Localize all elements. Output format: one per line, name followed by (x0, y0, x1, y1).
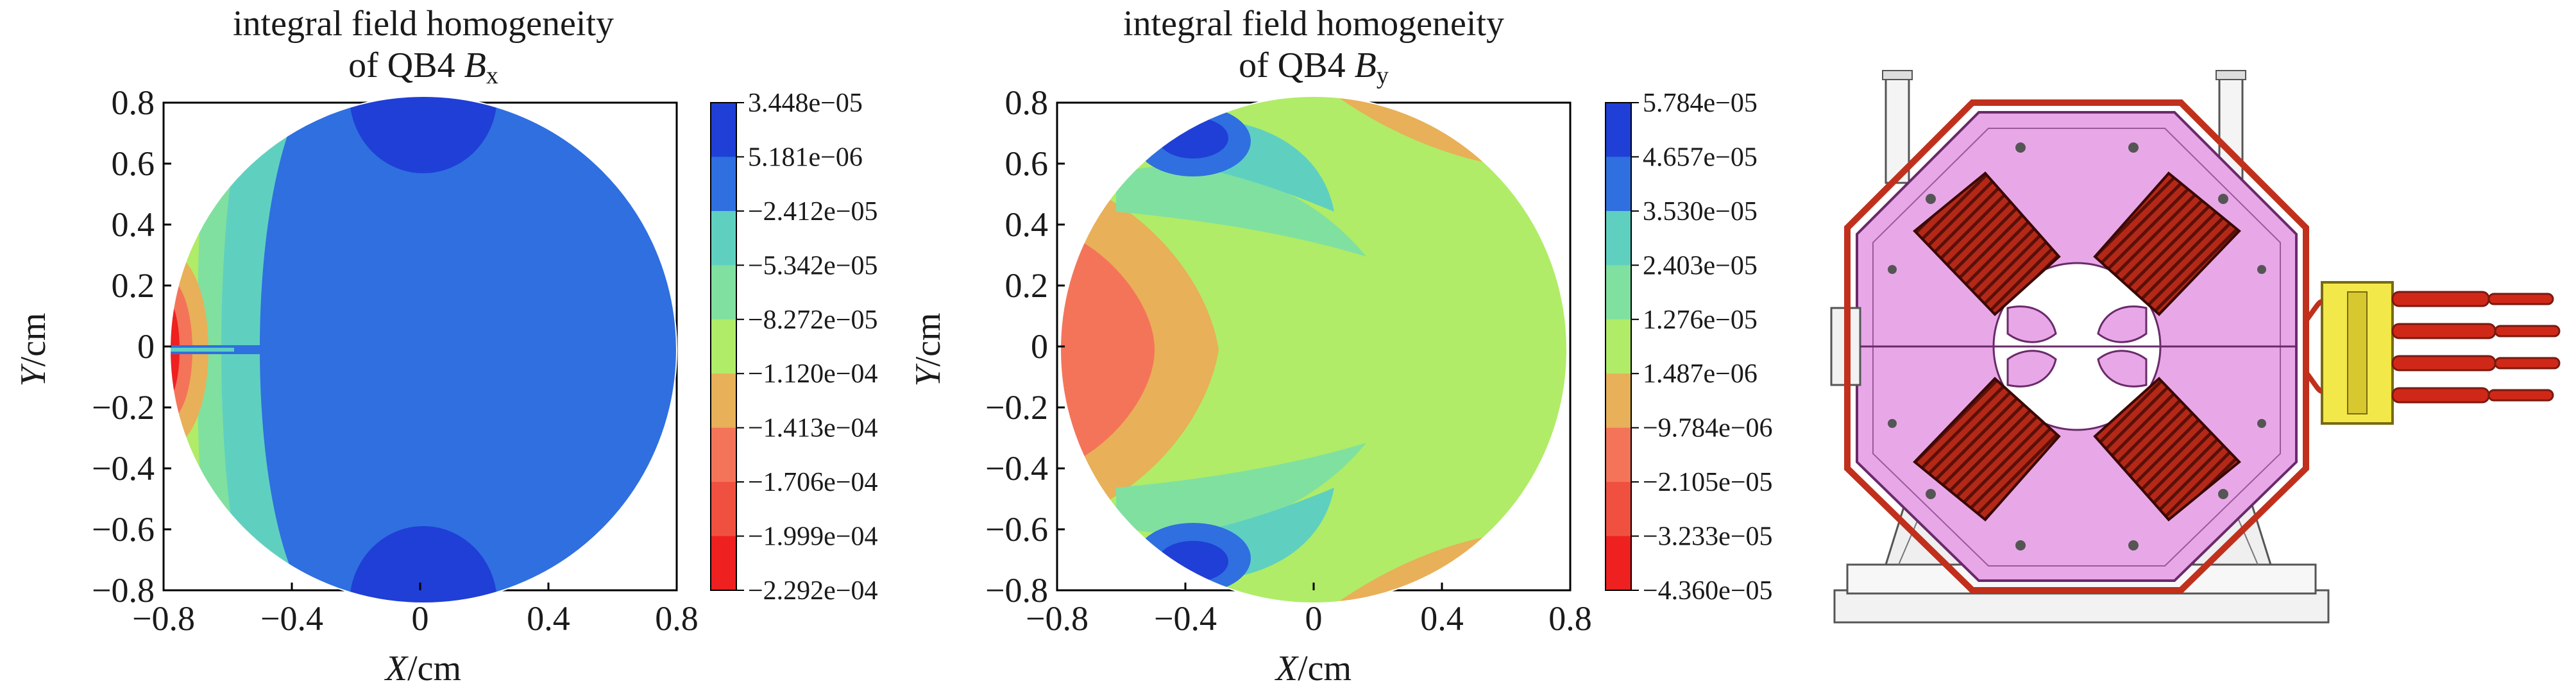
colorbar-segment (711, 373, 736, 429)
support-posts (1882, 70, 2246, 184)
bx-heatmap-panel: integral field homogeneity of QB4 Bx −0.… (13, 4, 878, 688)
colorbar-label: 3.530e−05 (1643, 197, 1758, 226)
quadrupole-magnet-drawing (1830, 70, 2561, 624)
bx-y-tick-labels: 0.8 0.6 0.4 0.2 0 −0.2 −0.4 −0.6 −0.8 (92, 83, 171, 610)
colorbar-label: −2.105e−05 (1643, 468, 1773, 497)
y-tick-label: 0.6 (1005, 144, 1049, 183)
y-tick-label: −0.4 (985, 449, 1048, 488)
x-tick-label: 0.8 (1548, 599, 1592, 638)
colorbar-segment (1606, 373, 1631, 429)
colorbar-label: −1.706e−04 (748, 468, 878, 497)
colorbar-segment (711, 319, 736, 374)
x-tick-label: −0.8 (132, 599, 195, 638)
colorbar-segment (1606, 536, 1631, 591)
y-tick-label: −0.6 (985, 510, 1048, 549)
colorbar-segment (711, 157, 736, 212)
colorbar-segment (711, 103, 736, 157)
by-heatmap-field (1060, 96, 1567, 603)
bx-title: integral field homogeneity (233, 4, 614, 44)
by-y-axis-label: Y/cm (908, 312, 948, 386)
x-tick-label: −0.4 (260, 599, 323, 638)
coil-cable-loop (1844, 99, 2309, 593)
by-subtitle: of QB4 By (1239, 46, 1389, 89)
colorbar-label: −4.360e−05 (1643, 576, 1773, 606)
bx-colorbar: 3.448e−05 5.181e−06 −2.412e−05 −5.342e−05 −8… (710, 89, 878, 606)
y-tick-label: −0.2 (92, 388, 155, 427)
pole-tips (2006, 305, 2148, 388)
colorbar-segment (1606, 319, 1631, 374)
colorbar-label: 5.784e−05 (1643, 89, 1758, 118)
colorbar-segment (1606, 157, 1631, 212)
cable-leads (2391, 291, 2561, 404)
x-tick-label: 0 (412, 599, 429, 638)
colorbar-label: −1.999e−04 (748, 522, 878, 552)
x-tick-label: −0.8 (1026, 599, 1089, 638)
y-tick-label: −0.6 (92, 510, 155, 549)
y-tick-label: 0.4 (1005, 205, 1049, 244)
bx-heatmap-field (170, 96, 677, 603)
by-x-tick-labels: −0.8 −0.4 0 0.4 0.8 (1026, 583, 1592, 638)
y-tick-label: 0 (137, 327, 155, 366)
y-tick-label: 0.2 (1005, 266, 1049, 305)
y-tick-label: 0.6 (112, 144, 155, 183)
by-colorbar: 5.784e−05 4.657e−05 3.530e−05 2.403e−05 1.27… (1605, 89, 1773, 606)
x-tick-label: 0.8 (655, 599, 699, 638)
bolts (1888, 142, 2266, 551)
y-tick-label: 0.8 (1005, 83, 1049, 122)
colorbar-label: 2.403e−05 (1643, 251, 1758, 280)
colorbar-label: −3.233e−05 (1643, 522, 1773, 552)
colorbar-label: 1.487e−06 (1643, 359, 1758, 389)
colorbar-segment (1606, 103, 1631, 157)
colorbar-label: −2.292e−04 (748, 576, 878, 606)
colorbar-segment (1606, 265, 1631, 320)
y-tick-label: −0.8 (985, 571, 1048, 610)
colorbar-label: 5.181e−06 (748, 142, 863, 172)
colorbar-label: 4.657e−05 (1643, 142, 1758, 172)
colorbar-label: −1.413e−04 (748, 414, 878, 443)
colorbar-label: 3.448e−05 (748, 89, 863, 118)
y-tick-label: 0.2 (112, 266, 155, 305)
by-heatmap-panel: integral field homogeneity of QB4 By −0.… (908, 4, 1773, 688)
bx-y-axis-label: Y/cm (13, 312, 53, 386)
x-tick-label: 0 (1305, 599, 1323, 638)
y-tick-label: 0 (1031, 327, 1048, 366)
x-tick-label: −0.4 (1154, 599, 1217, 638)
y-tick-label: 0.8 (112, 83, 155, 122)
by-title: integral field homogeneity (1123, 4, 1504, 44)
colorbar-label: −8.272e−05 (748, 305, 878, 335)
colorbar-segment (1606, 427, 1631, 482)
y-tick-label: −0.8 (92, 571, 155, 610)
colorbar-segment (711, 536, 736, 591)
colorbar-label: −9.784e−06 (1643, 414, 1773, 443)
colorbar-label: −2.412e−05 (748, 197, 878, 226)
colorbar-segment (1606, 210, 1631, 266)
colorbar-label: 1.276e−05 (1643, 305, 1758, 335)
bx-x-axis-label: X/cm (384, 649, 461, 688)
by-x-axis-label: X/cm (1275, 649, 1352, 688)
colorbar-segment (711, 427, 736, 482)
colorbar-segment (1606, 482, 1631, 537)
bx-x-tick-labels: −0.8 −0.4 0 0.4 0.8 (132, 583, 699, 638)
y-tick-label: −0.4 (92, 449, 155, 488)
y-tick-label: −0.2 (985, 388, 1048, 427)
colorbar-label: −5.342e−05 (748, 251, 878, 280)
bx-subtitle: of QB4 Bx (348, 46, 498, 89)
coils (1913, 171, 2241, 522)
colorbar-label: −1.120e−04 (748, 359, 878, 389)
colorbar-segment (711, 210, 736, 266)
cable-connectors (2303, 281, 2394, 425)
by-y-tick-labels: 0.8 0.6 0.4 0.2 0 −0.2 −0.4 −0.6 −0.8 (985, 83, 1065, 610)
y-tick-label: 0.4 (112, 205, 155, 244)
colorbar-segment (711, 482, 736, 537)
x-tick-label: 0.4 (527, 599, 570, 638)
x-tick-label: 0.4 (1420, 599, 1464, 638)
colorbar-segment (711, 265, 736, 320)
